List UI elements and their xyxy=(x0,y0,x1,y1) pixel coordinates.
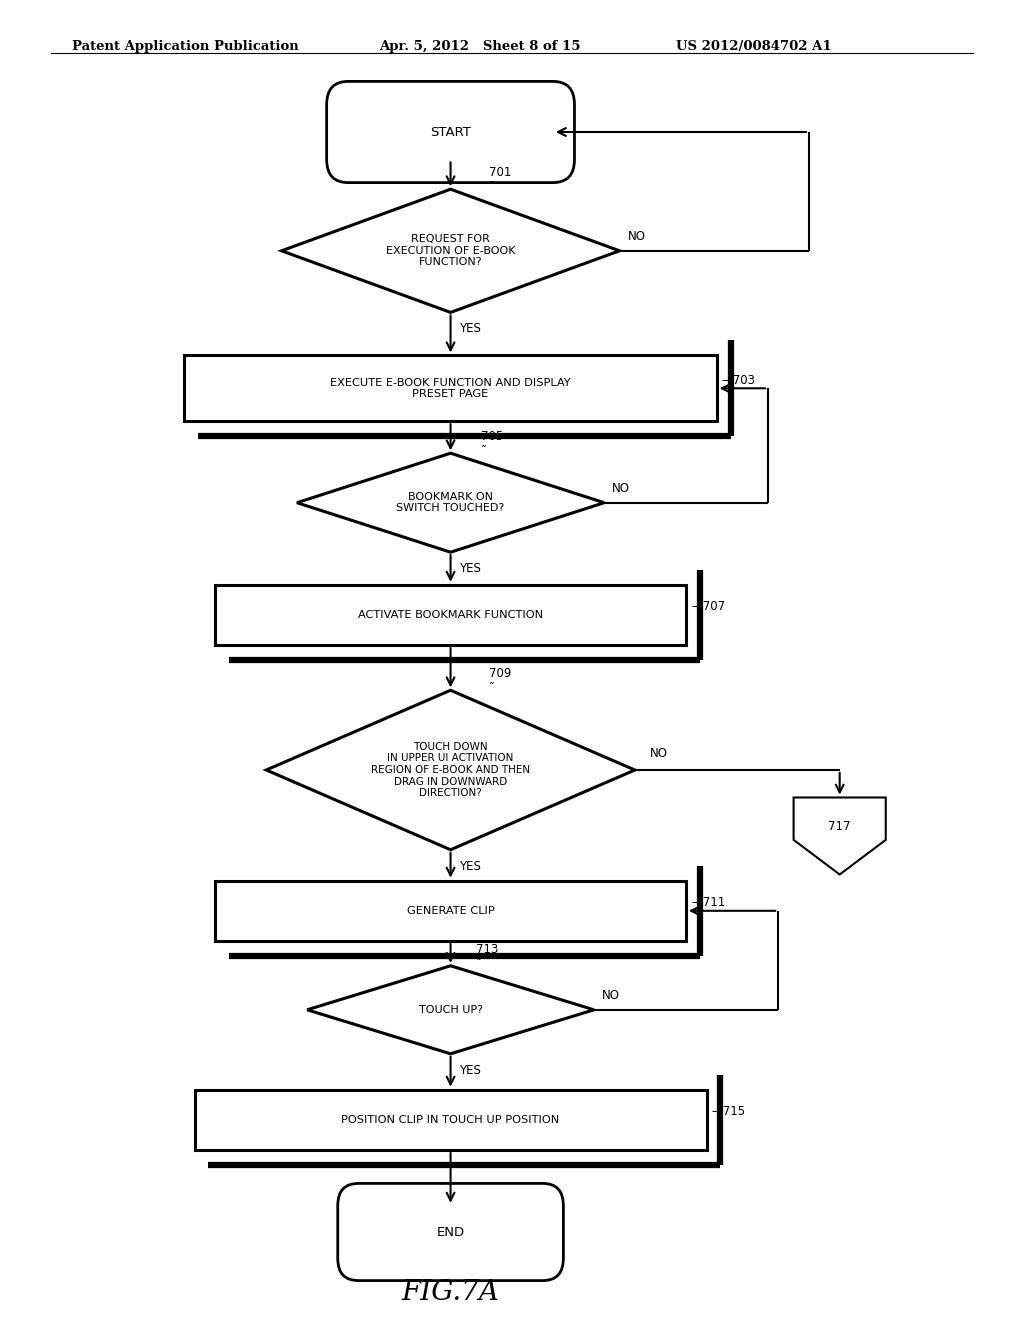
Polygon shape xyxy=(307,966,594,1053)
Text: NO: NO xyxy=(650,747,669,760)
Text: —703: —703 xyxy=(722,374,756,387)
Polygon shape xyxy=(266,690,635,850)
Bar xyxy=(195,1089,707,1150)
FancyBboxPatch shape xyxy=(327,82,574,182)
Text: 713
˜: 713 ˜ xyxy=(476,942,499,972)
Text: END: END xyxy=(436,1225,465,1238)
Text: Patent Application Publication: Patent Application Publication xyxy=(72,40,298,53)
Text: POSITION CLIP IN TOUCH UP POSITION: POSITION CLIP IN TOUCH UP POSITION xyxy=(341,1115,560,1125)
Text: US 2012/0084702 A1: US 2012/0084702 A1 xyxy=(676,40,831,53)
Text: TOUCH UP?: TOUCH UP? xyxy=(419,1005,482,1015)
FancyBboxPatch shape xyxy=(338,1184,563,1280)
Text: YES: YES xyxy=(459,322,480,335)
Text: NO: NO xyxy=(628,230,646,243)
Text: NO: NO xyxy=(602,989,621,1002)
Text: NO: NO xyxy=(612,482,631,495)
Bar xyxy=(184,355,717,421)
Text: REQUEST FOR
EXECUTION OF E-BOOK
FUNCTION?: REQUEST FOR EXECUTION OF E-BOOK FUNCTION… xyxy=(386,234,515,268)
Text: TOUCH DOWN
IN UPPER UI ACTIVATION
REGION OF E-BOOK AND THEN
DRAG IN DOWNWARD
DIR: TOUCH DOWN IN UPPER UI ACTIVATION REGION… xyxy=(371,742,530,799)
Bar xyxy=(215,880,686,941)
Text: —707: —707 xyxy=(691,601,725,614)
Bar xyxy=(215,585,686,645)
Text: YES: YES xyxy=(459,1064,480,1077)
Polygon shape xyxy=(282,189,620,313)
Text: BOOKMARK ON
SWITCH TOUCHED?: BOOKMARK ON SWITCH TOUCHED? xyxy=(396,492,505,513)
Text: EXECUTE E-BOOK FUNCTION AND DISPLAY
PRESET PAGE: EXECUTE E-BOOK FUNCTION AND DISPLAY PRES… xyxy=(331,378,570,399)
Text: 717: 717 xyxy=(828,820,851,833)
Text: 701
˜: 701 ˜ xyxy=(489,166,512,194)
Text: ACTIVATE BOOKMARK FUNCTION: ACTIVATE BOOKMARK FUNCTION xyxy=(358,610,543,620)
Text: —711: —711 xyxy=(691,896,725,909)
Text: Apr. 5, 2012   Sheet 8 of 15: Apr. 5, 2012 Sheet 8 of 15 xyxy=(379,40,581,53)
Polygon shape xyxy=(794,797,886,874)
Text: YES: YES xyxy=(459,562,480,576)
Text: START: START xyxy=(430,125,471,139)
Polygon shape xyxy=(297,453,604,552)
Text: —715: —715 xyxy=(712,1105,745,1118)
Text: YES: YES xyxy=(459,859,480,873)
Text: 705
˜: 705 ˜ xyxy=(481,430,504,458)
Text: FIG.7A: FIG.7A xyxy=(401,1279,500,1305)
Text: GENERATE CLIP: GENERATE CLIP xyxy=(407,906,495,916)
Text: 709
˜: 709 ˜ xyxy=(489,668,512,696)
